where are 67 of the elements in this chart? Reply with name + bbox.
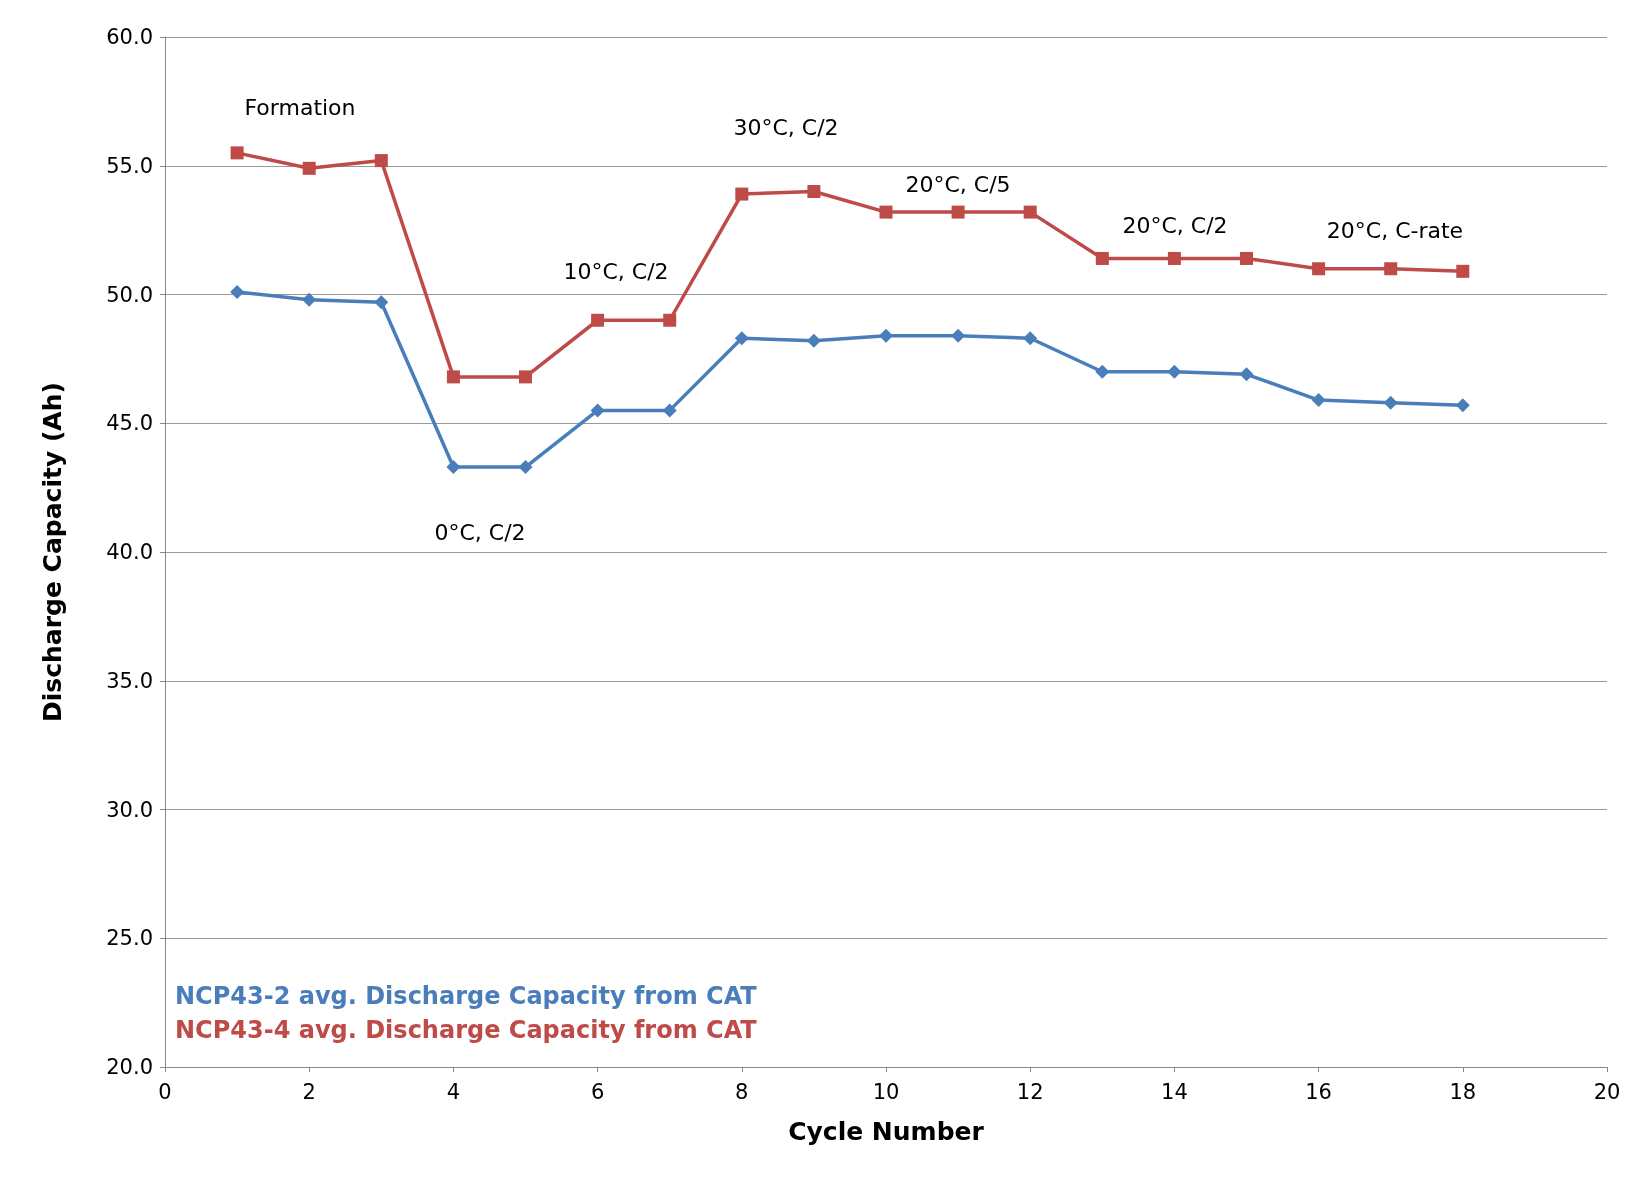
x-tick-label: 6 bbox=[590, 1079, 605, 1104]
point bbox=[230, 284, 245, 299]
y-tick-label: 40.0 bbox=[106, 540, 153, 564]
point bbox=[1023, 331, 1038, 346]
point bbox=[519, 370, 532, 384]
point bbox=[806, 333, 821, 348]
annotation: 20°C, C/5 bbox=[905, 171, 1011, 197]
point bbox=[662, 403, 677, 418]
point bbox=[230, 146, 244, 160]
annotation: 30°C, C/2 bbox=[733, 114, 839, 140]
point bbox=[374, 154, 388, 168]
point bbox=[735, 187, 749, 201]
point bbox=[734, 331, 749, 346]
point bbox=[663, 313, 677, 327]
y-tick-label: 25.0 bbox=[106, 926, 153, 951]
point bbox=[446, 460, 461, 475]
x-tick-label: 16 bbox=[1305, 1079, 1332, 1104]
y-tick-label: 30.0 bbox=[106, 797, 153, 822]
x-tick-label: 0 bbox=[158, 1079, 172, 1104]
text: NCP43-4 avg. Discharge Capacity from CAT bbox=[175, 1016, 758, 1044]
annotation: 0°C, C/2 bbox=[434, 519, 526, 545]
point bbox=[1311, 393, 1326, 408]
x-tick-label: 2 bbox=[302, 1079, 316, 1104]
point bbox=[807, 185, 821, 198]
y-tick-label: 50.0 bbox=[106, 282, 153, 307]
point bbox=[879, 328, 893, 343]
x-axis-title: Cycle Number bbox=[788, 1117, 985, 1146]
point bbox=[1240, 251, 1253, 265]
point bbox=[879, 205, 893, 219]
annotation: 10°C, C/2 bbox=[563, 258, 669, 284]
y-tick-label: 60.0 bbox=[106, 25, 153, 49]
text: NCP43-2 avg. Discharge Capacity from CAT bbox=[175, 982, 758, 1010]
point bbox=[951, 205, 965, 219]
point bbox=[302, 161, 316, 175]
x-tick-label: 10 bbox=[872, 1079, 900, 1104]
y-tick-label: 45.0 bbox=[106, 411, 153, 436]
annotation: 20°C, C-rate bbox=[1326, 217, 1464, 243]
x-tick-label: 12 bbox=[1016, 1079, 1044, 1104]
point bbox=[1455, 398, 1470, 413]
annotation: Formation bbox=[244, 94, 356, 120]
point bbox=[1239, 367, 1254, 382]
y-axis-title: Discharge Capacity (Ah) bbox=[38, 382, 67, 722]
point bbox=[1383, 395, 1398, 410]
y-tick-label: 35.0 bbox=[106, 668, 153, 693]
point bbox=[1095, 364, 1110, 379]
point bbox=[302, 292, 317, 307]
point bbox=[1095, 251, 1109, 265]
point bbox=[951, 328, 966, 343]
point bbox=[591, 313, 605, 327]
point bbox=[1023, 205, 1037, 219]
point bbox=[1312, 262, 1326, 276]
annotation: 20°C, C/2 bbox=[1122, 212, 1228, 238]
y-tick-label: 55.0 bbox=[106, 153, 153, 178]
x-tick-label: 8 bbox=[735, 1079, 749, 1104]
point bbox=[1167, 251, 1181, 265]
point bbox=[518, 460, 533, 475]
point bbox=[1167, 364, 1182, 379]
x-tick-label: 4 bbox=[446, 1079, 461, 1104]
x-tick-label: 14 bbox=[1161, 1079, 1188, 1104]
point bbox=[1384, 262, 1398, 276]
x-tick-label: 18 bbox=[1449, 1079, 1477, 1104]
point bbox=[374, 295, 389, 310]
y-tick-label: 20.0 bbox=[106, 1055, 153, 1079]
point bbox=[590, 403, 605, 418]
point bbox=[446, 370, 460, 384]
x-tick-label: 20 bbox=[1593, 1079, 1621, 1104]
point bbox=[1456, 264, 1470, 278]
